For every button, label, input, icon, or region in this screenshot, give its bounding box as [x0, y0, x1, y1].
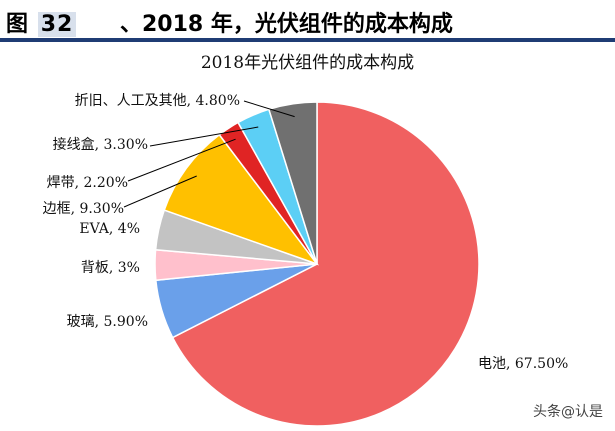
- slice-label-7: 折旧、人工及其他, 4.80%: [75, 93, 240, 109]
- figure-label: 图 32: [6, 6, 77, 38]
- slice-label-4: 边框, 9.30%: [43, 201, 124, 217]
- leader-line-6: [149, 126, 259, 147]
- slice-label-0: 电池, 67.50%: [478, 356, 568, 372]
- slice-label-5: 焊带, 2.20%: [47, 175, 128, 191]
- figure-title: 、2018 年，光伏组件的成本构成: [120, 12, 453, 37]
- header-rule: [0, 38, 615, 42]
- leader-line-5: [127, 138, 236, 182]
- slice-label-2: 背板, 3%: [81, 260, 140, 276]
- figure-label-prefix: 图: [6, 12, 30, 37]
- watermark: 头条@认是: [533, 404, 603, 420]
- slice-label-3: EVA, 4%: [79, 221, 140, 237]
- slice-label-1: 玻璃, 5.90%: [67, 313, 148, 330]
- pie-slice-0: [171, 101, 480, 427]
- pie-slice-4: [163, 133, 320, 266]
- chart-title: 2018年光伏组件的成本构成: [200, 53, 415, 73]
- slice-label-6: 接线盒, 3.30%: [53, 136, 148, 153]
- leader-line-4: [123, 175, 197, 208]
- pie-slice-7: [267, 101, 318, 265]
- leader-line-7: [243, 100, 295, 118]
- figure-header: 图 32 、2018 年，光伏组件的成本构成: [0, 0, 615, 42]
- figure-number: 32: [37, 12, 77, 37]
